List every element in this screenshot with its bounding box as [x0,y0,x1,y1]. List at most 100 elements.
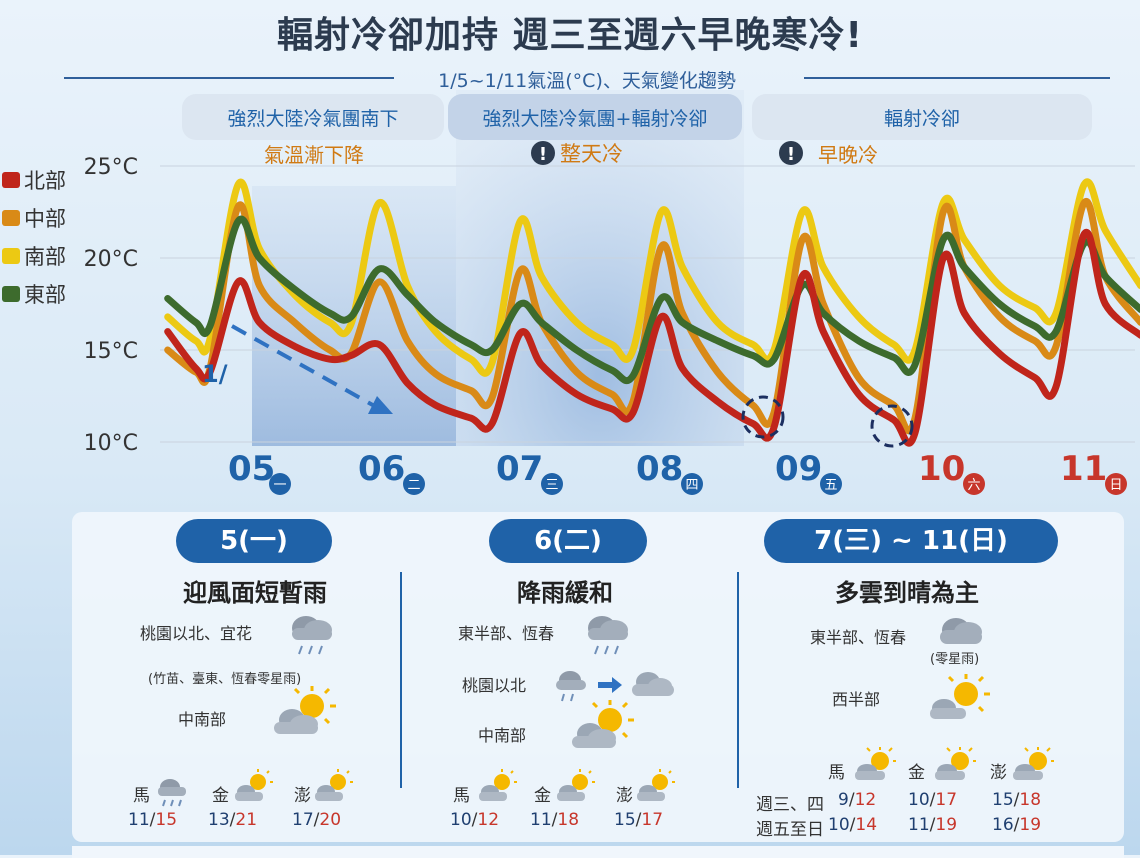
day2-title: 降雨緩和 [517,579,613,607]
cloud-rain-icon [588,616,628,655]
date-label: 09 [775,449,822,489]
sun-cloud-icon [315,769,353,801]
temp-high: 19 [1019,815,1042,835]
day3-loc-1: 東半部、恆春 [810,628,907,647]
day3-title: 多雲到晴為主 [835,579,979,607]
series-lines [164,178,1140,447]
sun-cloud-icon [479,769,517,801]
phase-header-2: 強烈大陸冷氣團+輻射冷卻 ! 整天冷 [448,94,742,166]
alert-icon-mark: ! [787,144,795,165]
legend-label: 中部 [24,207,66,231]
day2-pill: 6(二) [489,519,647,563]
weekday-label: 三 [545,478,558,493]
temp-separator: / [149,810,156,830]
weekday-label: 五 [824,478,837,493]
temp-high: 17 [641,810,664,830]
legend-label: 北部 [24,169,66,193]
subtitle: 1/5~1/11氣溫(°C)、天氣變化趨勢 [438,70,736,92]
phase-note-3: 早晚冷 [818,143,878,167]
rain-to-cloud-icon [556,671,674,702]
temp-separator: / [551,810,558,830]
subtitle-rule-right [804,77,1110,79]
day3-pill: 7(三) ~ 11(日) [764,519,1058,563]
temp-kinmen-wed-thu: 10/17 [908,790,957,810]
temp-penghu-2: 15/17 [614,810,663,830]
section-divider [737,572,739,788]
subtitle-bar: 1/5~1/11氣溫(°C)、天氣變化趨勢 [64,66,1110,92]
sun-cloud-icon [637,769,675,801]
temp-separator: / [929,815,936,835]
sun-cloud-icon [235,769,273,801]
y-tick-label: 25°C [84,155,138,180]
day1-loc-1: 桃園以北、宜花 [140,624,253,643]
sun-cloud-icon [1013,747,1054,780]
phase-label-3: 輻射冷卻 [884,108,960,130]
day3-note: (零星雨) [930,652,980,667]
subtitle-rule-left [64,77,394,79]
series-line-2 [164,178,1140,377]
weekday-label: 二 [407,478,420,493]
cloud-rain-icon [292,616,332,655]
day1-loc-2: 中南部 [178,710,227,729]
y-axis-ticks: 25°C 20°C 15°C 10°C [84,155,138,456]
island-matsu-1: 馬 [133,786,150,806]
weekday-badge [681,473,703,495]
temp-matsu-1: 11/15 [128,810,177,830]
phase-label-1: 強烈大陸冷氣團南下 [227,108,398,130]
temp-low: 13 [208,810,230,830]
date-label: 05 [228,449,275,489]
bottom-strip [72,846,1124,858]
temp-high: 19 [935,815,958,835]
temp-separator: / [1013,790,1020,810]
date-label: 11 [1060,449,1107,489]
series-line-3 [164,215,1140,385]
cloud-icon [940,618,982,644]
island-matsu-2: 馬 [453,786,470,806]
temp-high: 18 [557,810,580,830]
temp-penghu-1: 17/20 [292,810,341,830]
weekday-label: 一 [273,478,286,493]
phase-header-1: 強烈大陸冷氣團南下 氣溫漸下降 [182,94,444,167]
day2-loc-1: 東半部、恆春 [458,624,555,643]
island-kinmen-3: 金 [908,763,925,783]
temp-separator: / [313,810,320,830]
phase-pill-1 [182,94,444,140]
temp-low: 10 [908,790,930,810]
temp-matsu-wed-thu: 9/12 [838,790,876,810]
legend-swatch [2,172,20,188]
date-label: 08 [636,449,683,489]
temp-low: 15 [614,810,636,830]
sun-cloud-icon [855,747,896,780]
island-penghu-2: 澎 [616,786,633,806]
temp-matsu-fri-sun: 10/14 [828,815,877,835]
trend-arrow-head [368,396,393,414]
temp-separator: / [929,790,936,810]
legend-swatch [2,248,20,264]
weekday-label: 日 [1109,478,1122,493]
y-tick-label: 20°C [84,247,138,272]
weekday-badge [541,473,563,495]
date-label: 07 [496,449,543,489]
temp-high: 18 [1019,790,1042,810]
temp-low: 9 [838,790,849,810]
weekday-badge [820,473,842,495]
weekday-badge [963,473,985,495]
temp-high: 14 [855,815,878,835]
temp-high: 17 [935,790,958,810]
island-matsu-3: 馬 [828,763,845,783]
legend-swatch [2,210,20,226]
y-tick-label: 15°C [84,339,138,364]
day2-loc-3: 中南部 [478,726,527,745]
temp-separator: / [229,810,236,830]
period-label: 週五至日 [756,820,824,840]
temp-separator: / [848,790,855,810]
phase-pill-3 [752,94,1092,140]
cold-marker-circle [870,404,914,448]
weekday-label: 六 [967,478,980,493]
temp-kinmen-1: 13/21 [208,810,257,830]
date-month: 1/ [202,360,228,388]
temp-penghu-fri-sun: 16/19 [992,815,1041,835]
alert-icon [779,141,803,165]
temperature-chart: 強烈大陸冷氣團南下 氣溫漸下降 強烈大陸冷氣團+輻射冷卻 ! 整天冷 輻射冷卻 … [2,90,1140,495]
trend-arrow [231,324,379,410]
